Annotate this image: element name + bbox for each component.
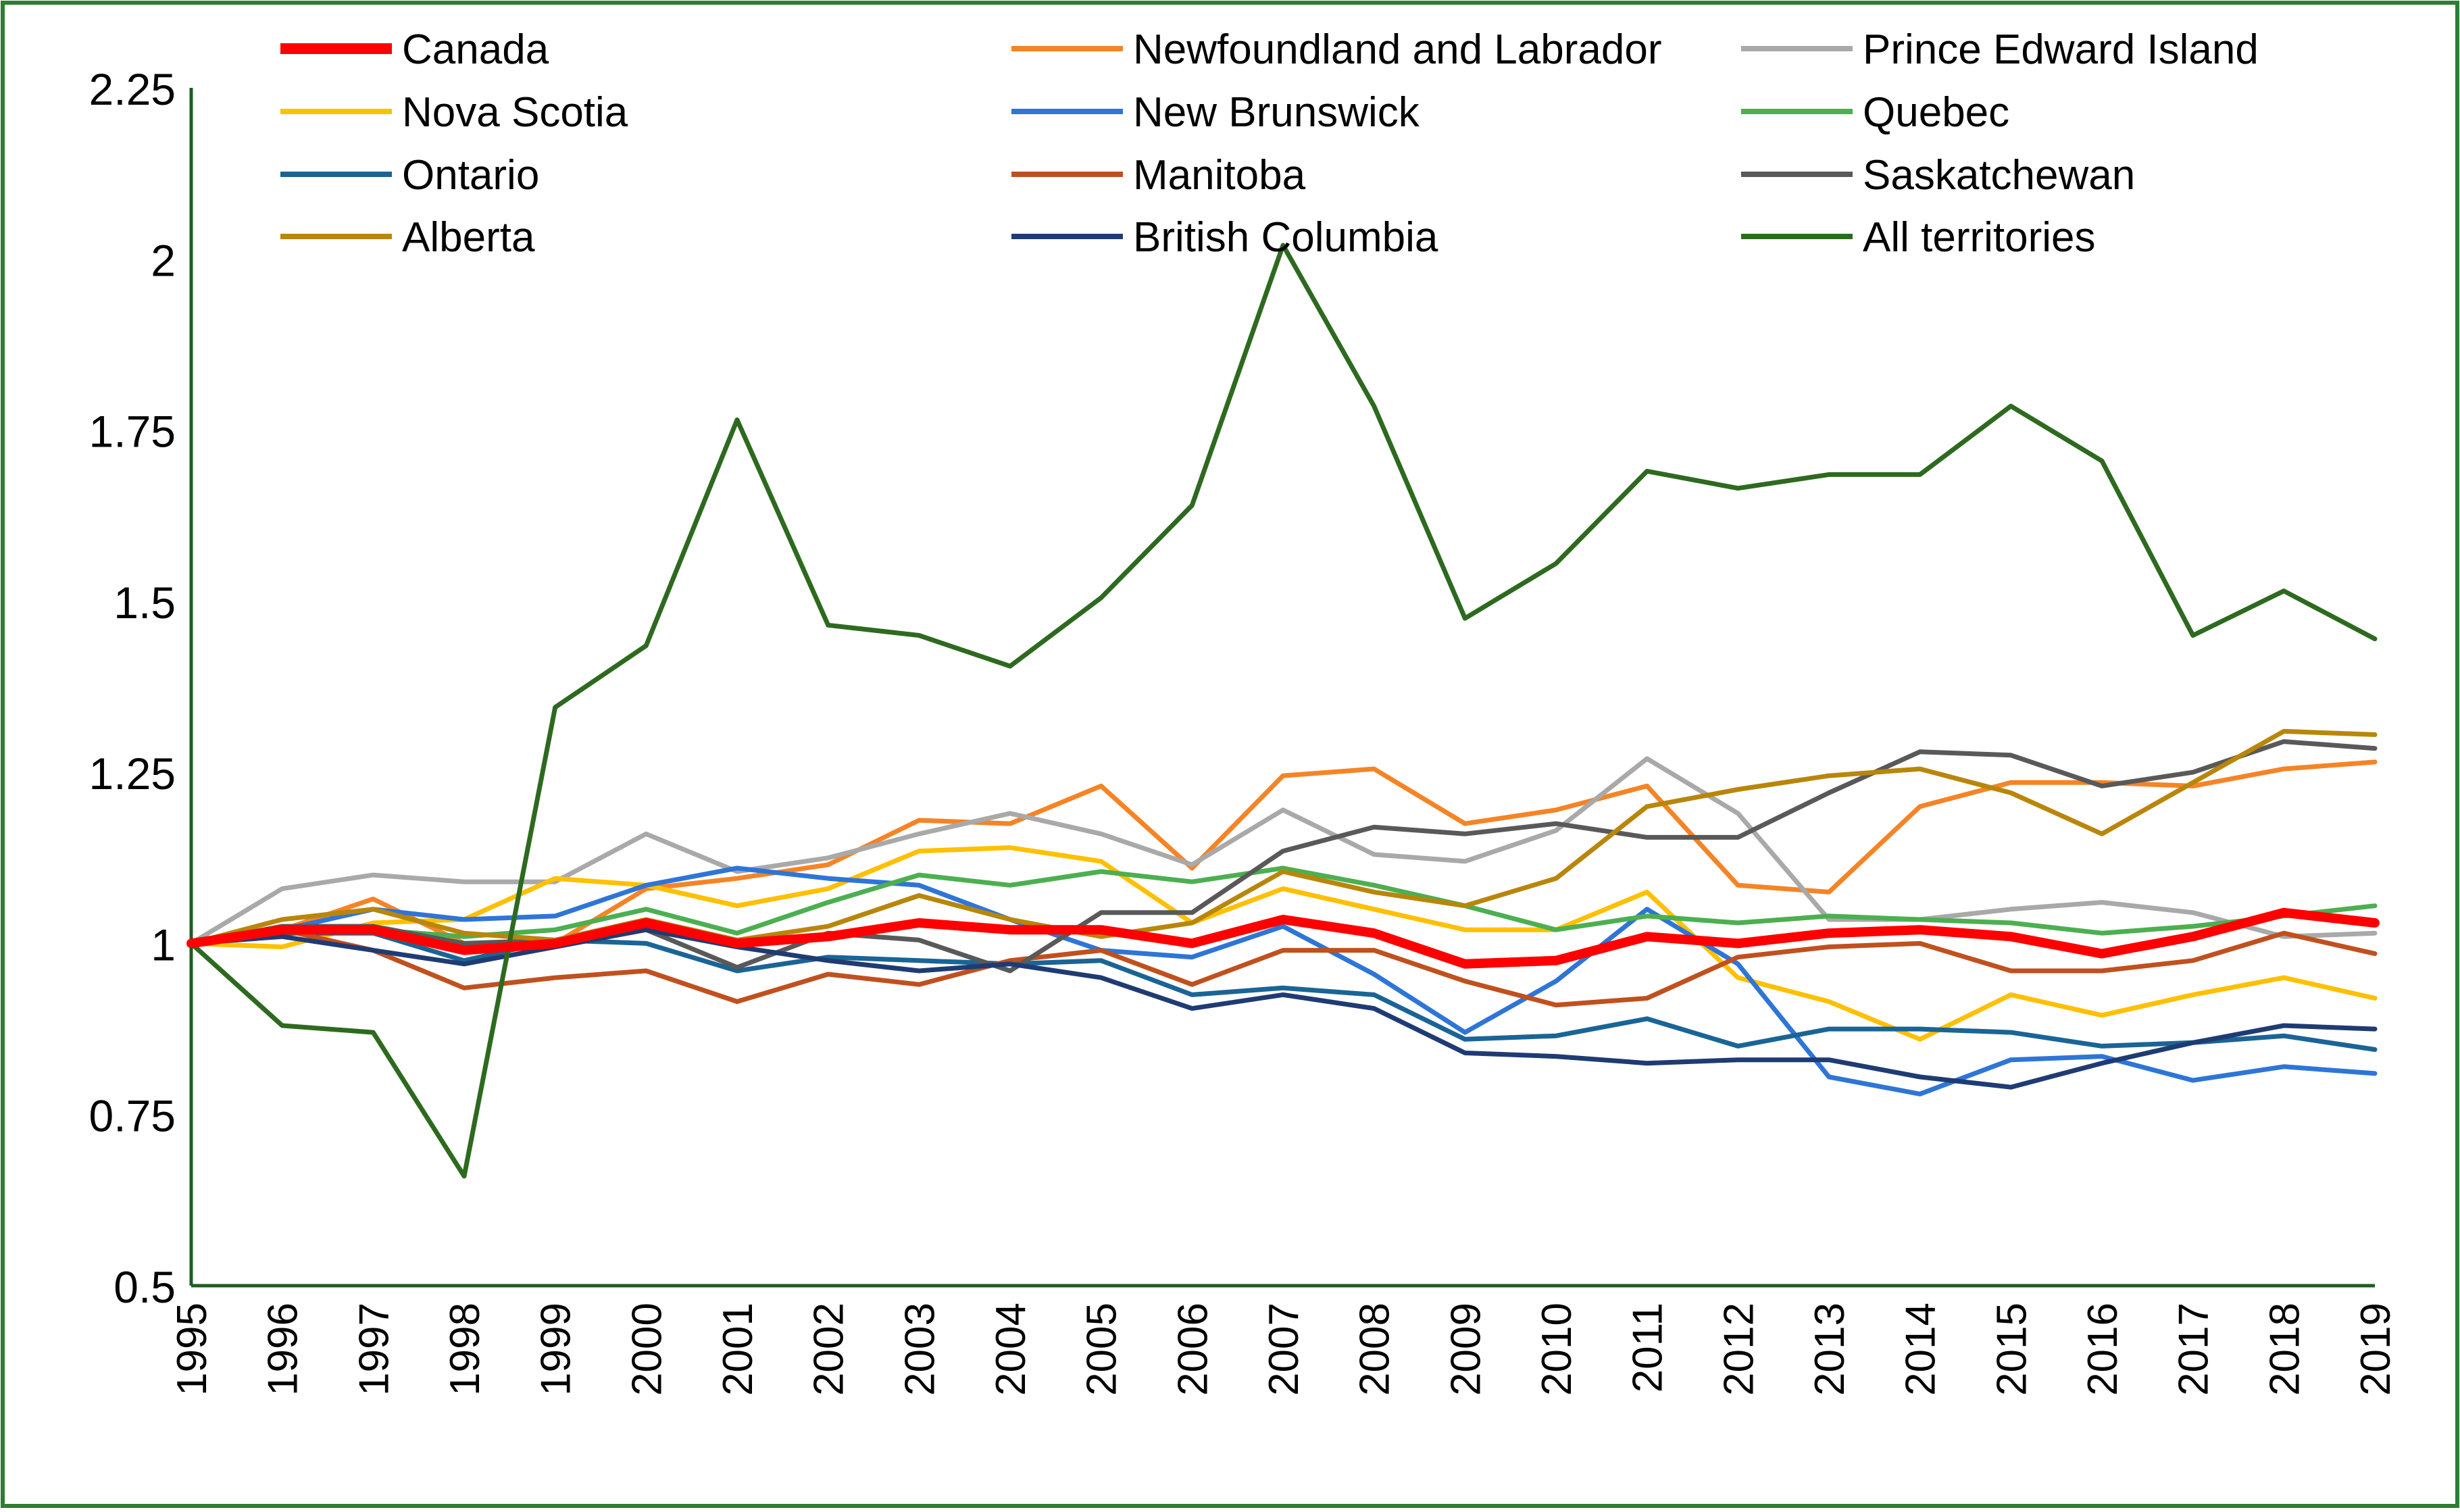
legend-label-canada: Canada [402, 26, 549, 73]
series-lines [186, 243, 2380, 1179]
y-tick-label: 0.5 [114, 1262, 176, 1312]
x-tick-label: 2003 [897, 1303, 943, 1396]
x-tick-label: 2014 [1898, 1303, 1944, 1396]
series-line-all-territories [189, 243, 2378, 1179]
x-tick-label: 2000 [624, 1303, 670, 1396]
legend: Canada Newfoundland and Labrador Prince Ed… [280, 26, 2259, 261]
x-tick-label: 2004 [988, 1303, 1034, 1396]
x-tick-label: 1999 [533, 1303, 580, 1396]
x-tick-label: 2005 [1079, 1303, 1126, 1396]
x-tick-label: 2018 [2261, 1303, 2308, 1396]
y-tick-label: 2.25 [89, 64, 176, 114]
x-tick-label: 2016 [2080, 1303, 2126, 1396]
x-tick-label: 2017 [2171, 1303, 2217, 1396]
y-tick-label: 2 [151, 235, 176, 285]
x-tick-label: 2002 [806, 1303, 853, 1396]
legend-label-all-territories: All territories [1863, 214, 2096, 261]
x-tick-label: 2006 [1170, 1303, 1216, 1396]
legend-label-prince-edward-island: Prince Edward Island [1863, 26, 2259, 73]
x-tick-labels: 1995 1996 1997 1998 1999 2000 2001 2002 2003 2004… [169, 1303, 2399, 1396]
x-tick-label: 1996 [260, 1303, 307, 1396]
legend-label-new-brunswick: New Brunswick [1133, 89, 1420, 136]
legend-label-newfoundland-and-labrador: Newfoundland and Labrador [1133, 26, 1661, 73]
legend-label-nova-scotia: Nova Scotia [402, 89, 628, 136]
legend-label-manitoba: Manitoba [1133, 152, 1306, 199]
y-tick-label: 1.5 [114, 578, 176, 628]
series-line-manitoba [189, 927, 2378, 1008]
series-line-prince-edward-island [189, 756, 2378, 946]
x-tick-label: 1995 [169, 1303, 216, 1396]
series-line-nova-scotia [189, 845, 2378, 1042]
legend-label-british-columbia: British Columbia [1133, 214, 1438, 261]
y-tick-label: 1.25 [89, 749, 176, 799]
x-tick-label: 2001 [715, 1303, 761, 1396]
x-tick-label: 2009 [1442, 1303, 1489, 1396]
y-tick-labels: 0.5 0.75 1 1.25 1.5 1.75 2 2.25 [89, 64, 176, 1312]
x-tick-label: 1997 [351, 1303, 397, 1396]
y-tick-label: 1.75 [89, 407, 176, 457]
x-tick-label: 2015 [1988, 1303, 2035, 1396]
series-line-quebec [189, 865, 2378, 946]
y-tick-label: 1 [151, 919, 176, 969]
x-tick-label: 2010 [1534, 1303, 1580, 1396]
legend-label-ontario: Ontario [402, 152, 539, 199]
x-tick-label: 2011 [1625, 1303, 1672, 1392]
y-tick-label: 0.75 [89, 1091, 176, 1141]
x-tick-label: 2008 [1352, 1303, 1399, 1396]
legend-label-alberta: Alberta [402, 214, 535, 261]
series-line-new-brunswick [189, 865, 2378, 1097]
x-tick-label: 2019 [2353, 1303, 2399, 1396]
x-tick-label: 2012 [1715, 1303, 1762, 1396]
x-tick-label: 1998 [442, 1303, 488, 1396]
legend-label-quebec: Quebec [1863, 89, 2009, 136]
legend-label-saskatchewan: Saskatchewan [1863, 152, 2135, 199]
x-tick-label: 2007 [1261, 1303, 1307, 1396]
x-tick-label: 2013 [1807, 1303, 1853, 1396]
series-line-canada [186, 907, 2380, 969]
